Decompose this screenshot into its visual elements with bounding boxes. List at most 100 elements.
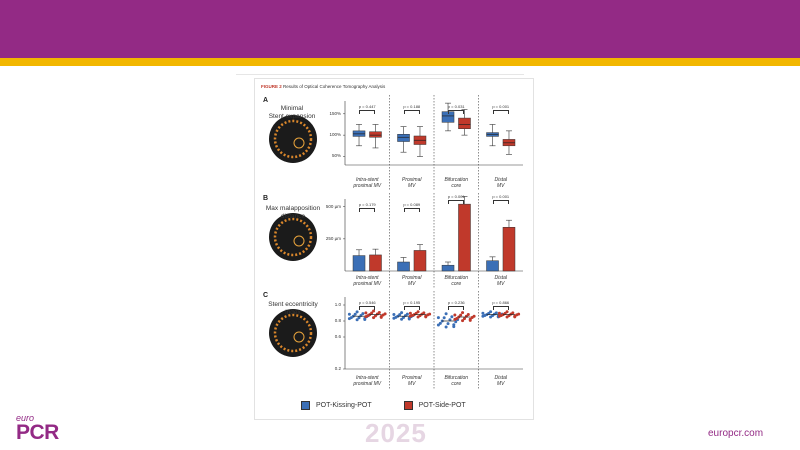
- header-accent-stripe: [0, 58, 800, 66]
- scatter-point-red: [424, 315, 428, 319]
- logo-euro-text: euro: [16, 413, 35, 423]
- panel-a-tick-label: 150%: [329, 110, 341, 116]
- scatter-point-blue: [355, 318, 359, 322]
- scatter-point-blue: [353, 312, 357, 316]
- scatter-point-red: [370, 311, 374, 315]
- category-label-line: Bifurcation: [444, 375, 469, 381]
- category-label-line: MV: [497, 281, 505, 287]
- p-value-label: p = 0.179: [358, 202, 376, 207]
- category-label-line: Distal: [494, 177, 507, 183]
- legend: POT-Kissing-POT POT-Side-POT: [301, 401, 466, 410]
- scatter-point-blue: [438, 321, 442, 325]
- scatter-point-red: [468, 318, 472, 322]
- category-label-line: Proximal: [402, 375, 422, 381]
- category-label-line: Proximal: [402, 275, 422, 281]
- scatter-point-red: [373, 314, 377, 318]
- p-value-label: p = 0.031: [447, 104, 465, 109]
- figure-title: FIGURE 2 Results of Optical Coherence To…: [261, 84, 385, 89]
- footer-url[interactable]: europcr.com: [708, 428, 764, 439]
- scatter-point-red: [459, 313, 463, 317]
- p-value-label: p = 0.236: [447, 300, 465, 305]
- category-label: Bifurcation core: [434, 275, 478, 287]
- category-label: Intra-stent proximal MV: [345, 275, 389, 287]
- figure-title-text: Results of Optical Coherence Tomography …: [283, 84, 386, 89]
- oct-stent-ring-b: [273, 217, 313, 257]
- bar-blue: [441, 264, 455, 272]
- p-value-bracket: [403, 306, 420, 310]
- scatter-point-red: [377, 310, 381, 314]
- panel-c-label-line1: Stent eccentricity: [268, 301, 318, 308]
- scatter-point-red: [379, 315, 383, 319]
- scatter-point-red: [513, 315, 517, 319]
- oct-image-b: [269, 213, 317, 261]
- scatter-point-blue: [436, 316, 440, 320]
- panel-b-tick-label: 500 µm: [325, 203, 341, 209]
- footer-year: 2025: [365, 418, 427, 448]
- category-label: Distal MV: [479, 375, 523, 387]
- panel-c-letter: C: [263, 292, 269, 299]
- bar-red: [413, 250, 427, 272]
- category-label-line: Distal: [494, 275, 507, 281]
- panel-a-label-line1: Minimal: [280, 105, 304, 112]
- p-value-bracket: [492, 306, 509, 310]
- scatter-point-blue: [407, 317, 411, 321]
- category-label: Proximal MV: [390, 375, 434, 387]
- oct-lumen-a: [293, 137, 305, 149]
- bar-red: [458, 203, 471, 272]
- category-label-line: core: [451, 281, 462, 287]
- scatter-point-red: [416, 310, 420, 314]
- category-label-line: Bifurcation: [444, 177, 469, 183]
- scatter-point-blue: [454, 320, 458, 324]
- scatter-point-blue: [400, 311, 404, 315]
- category-label: Proximal MV: [390, 177, 434, 189]
- logo-pcr-text: PCR: [16, 421, 59, 444]
- p-value-bracket: [492, 110, 509, 114]
- p-value-bracket: [448, 200, 465, 204]
- panel-c-tick-label: 0.2: [334, 366, 341, 371]
- legend-swatch-red: [403, 401, 413, 410]
- category-label: Bifurcation core: [434, 177, 478, 189]
- figure-title-label: FIGURE 2: [261, 84, 282, 89]
- legend-label-red: POT-Side-POT: [418, 402, 466, 409]
- oct-image-c: [269, 309, 317, 357]
- scatter-point-blue: [402, 316, 406, 320]
- scatter-point-red: [517, 312, 521, 316]
- scatter-point-red: [497, 311, 501, 315]
- p-value-bracket: [359, 306, 376, 310]
- scatter-point-blue: [489, 310, 493, 314]
- figure-chart-svg: [269, 95, 523, 389]
- scatter-point-blue: [448, 318, 452, 322]
- category-label: Bifurcation core: [434, 375, 478, 387]
- box-blue: [397, 134, 410, 142]
- scatter-point-red: [472, 314, 476, 318]
- scatter-point-blue: [481, 311, 485, 315]
- p-value-label: p = 0.866: [492, 300, 510, 305]
- scatter-point-blue: [347, 312, 351, 316]
- panel-a-label-line2: Stent expansion: [268, 113, 316, 120]
- scatter-point-blue: [444, 325, 448, 329]
- oct-stent-ring-a: [273, 119, 313, 159]
- bar-blue: [352, 255, 366, 272]
- category-label-line: core: [451, 381, 462, 387]
- bar-red: [502, 227, 516, 272]
- bar-blue: [486, 260, 499, 272]
- category-label-line: MV: [408, 281, 416, 287]
- panel-b-letter: B: [263, 195, 269, 202]
- scatter-point-red: [408, 311, 412, 315]
- category-label-line: Bifurcation: [444, 275, 469, 281]
- scatter-point-blue: [361, 312, 365, 316]
- p-value-label: p = 0.195: [403, 300, 421, 305]
- scatter-point-red: [372, 309, 376, 313]
- category-label: Intra-stent proximal MV: [345, 177, 389, 189]
- header-bar: [0, 0, 800, 58]
- bar-blue: [397, 261, 410, 272]
- bar-red: [369, 254, 382, 272]
- box-red: [369, 131, 382, 138]
- category-label-line: Intra-stent: [355, 375, 379, 381]
- scatter-point-blue: [355, 310, 359, 314]
- divider-line: [236, 74, 524, 75]
- scatter-point-red: [462, 317, 466, 321]
- category-label-line: proximal MV: [353, 281, 382, 287]
- scatter-point-blue: [398, 313, 402, 317]
- scatter-point-red: [466, 312, 470, 316]
